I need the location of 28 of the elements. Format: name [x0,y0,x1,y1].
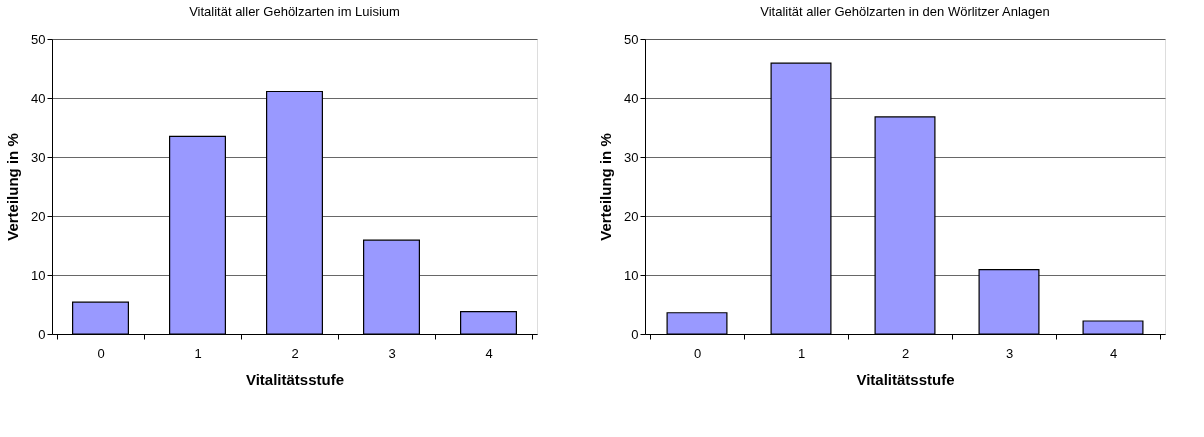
x-tick-label: 0 [97,345,105,361]
y-tick-label: 30 [624,149,639,165]
y-tick-label: 20 [624,208,639,224]
y-tick-label: 0 [631,326,639,342]
x-tick-label: 4 [1109,345,1118,361]
y-axis-title: Verteilung in % [597,133,615,241]
y-tick-label: 30 [31,149,46,165]
x-tick-label: 2 [291,345,299,361]
x-axis-title: Vitalitätsstufe [245,370,345,388]
x-axis-title: Vitalitätsstufe [856,370,955,388]
x-tick-label: 0 [693,345,702,361]
x-tick-label: 2 [901,345,910,361]
x-tick-label: 1 [194,345,202,361]
y-tick-label: 20 [31,208,46,224]
x-tick-label: 4 [485,345,493,361]
y-tick-label: 50 [31,31,46,47]
y-tick-label: 50 [624,31,639,47]
chart-title: Vitalität aller Gehölzarten im Luisium [189,4,400,19]
y-tick-label: 0 [38,326,46,342]
y-tick-label: 10 [31,267,46,283]
x-tick-label: 3 [388,345,396,361]
x-tick-label: 3 [1005,345,1014,361]
y-tick-label: 40 [624,90,639,106]
y-axis-title: Verteilung in % [4,133,22,241]
y-tick-label: 40 [31,90,46,106]
chart-title: Vitalität aller Gehölzarten in den Wörlitzer Anlagen [760,4,1050,19]
x-tick-label: 1 [797,345,806,361]
y-tick-label: 10 [624,267,639,283]
